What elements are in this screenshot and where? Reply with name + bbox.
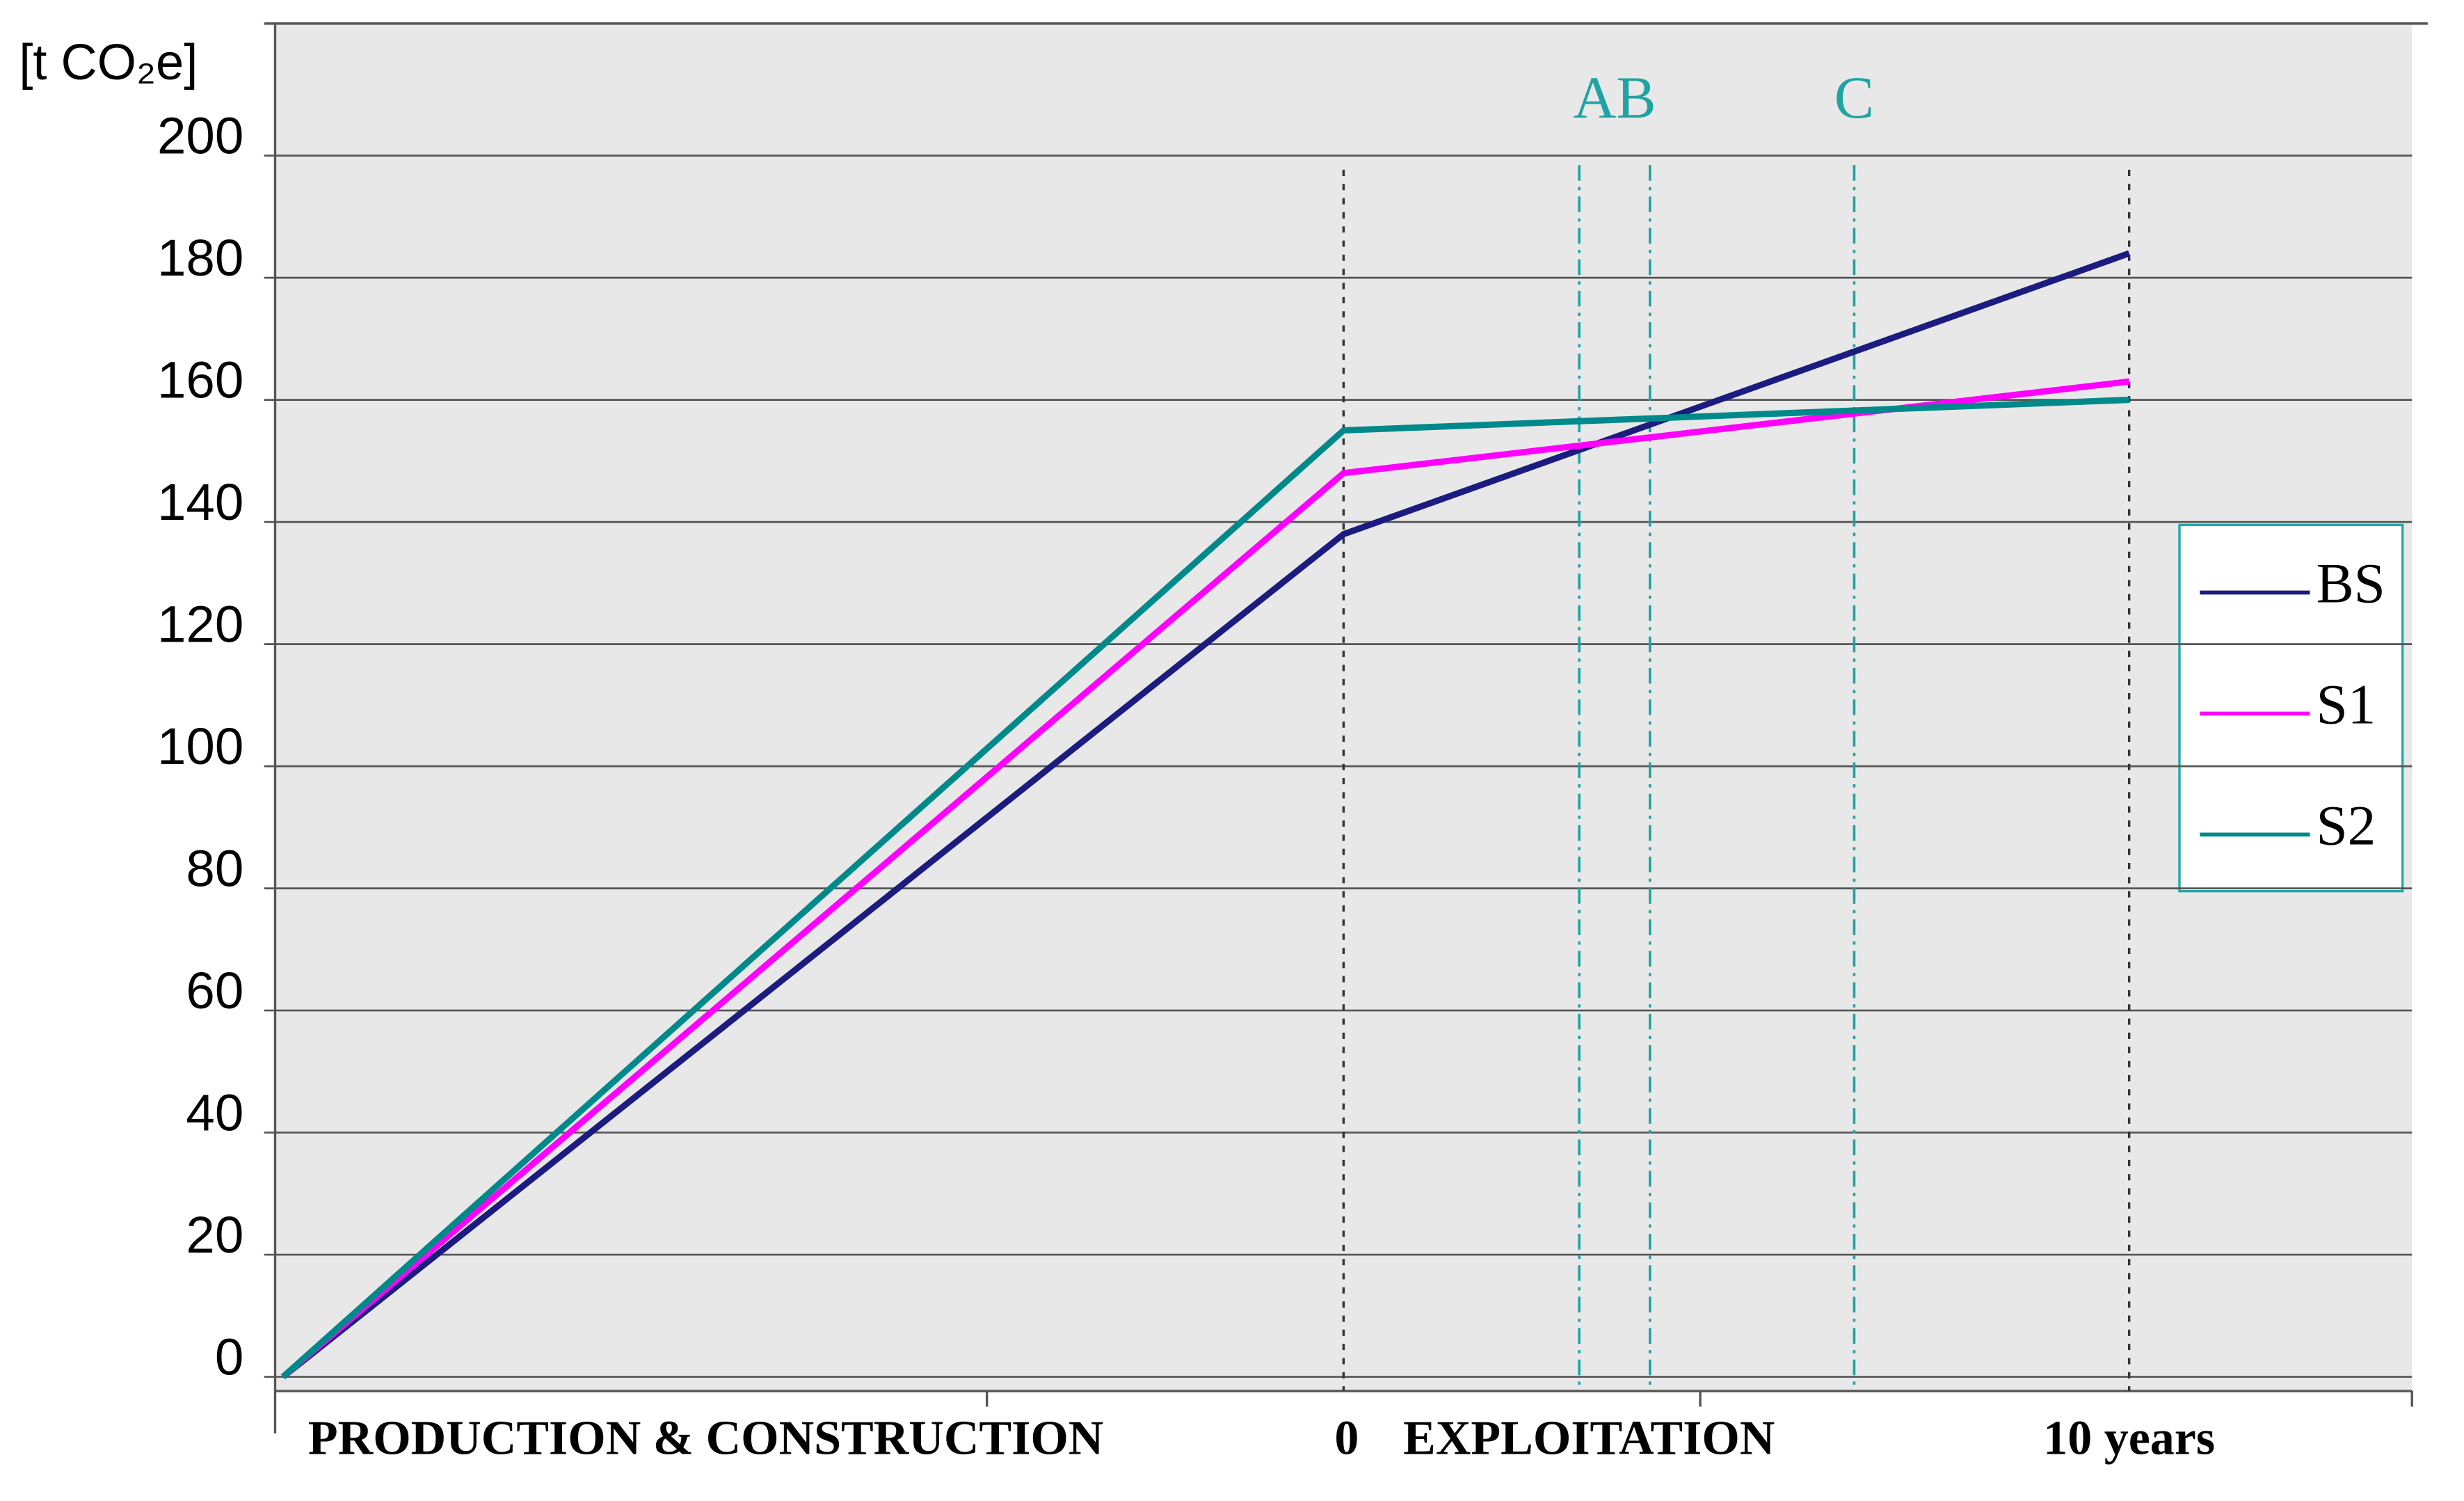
legend-box [2178, 523, 2404, 893]
y-tick-label: 60 [186, 962, 243, 1019]
y-tick-label: 140 [157, 473, 243, 531]
y-tick-label: 160 [157, 351, 243, 409]
y-tick-label: 40 [186, 1084, 243, 1142]
phase-label: PRODUCTION & CONSTRUCTION [308, 1411, 1103, 1465]
y-tick-label: 200 [157, 107, 243, 165]
marker-label: C [1834, 65, 1874, 131]
y-tick-label: 20 [186, 1206, 243, 1264]
phase-label: EXPLOITATION [1403, 1411, 1775, 1465]
legend-label: BS [2316, 553, 2385, 615]
y-tick-label: 100 [157, 717, 243, 775]
y-tick-label: 120 [157, 596, 243, 653]
data-line [280, 250, 2131, 1380]
legend-label: S2 [2316, 794, 2376, 857]
y-axis-label: [t CO₂e] [19, 35, 198, 90]
legend-label: S1 [2316, 674, 2376, 736]
x-tick-label: 0 [1334, 1411, 1359, 1465]
data-line [280, 397, 2129, 1379]
y-tick-label: 80 [186, 840, 243, 898]
x-tick-label: 10 years [2043, 1411, 2215, 1465]
marker-label: AB [1573, 65, 1656, 131]
y-tick-label: 180 [157, 229, 243, 287]
y-tick-label: 0 [215, 1328, 243, 1386]
